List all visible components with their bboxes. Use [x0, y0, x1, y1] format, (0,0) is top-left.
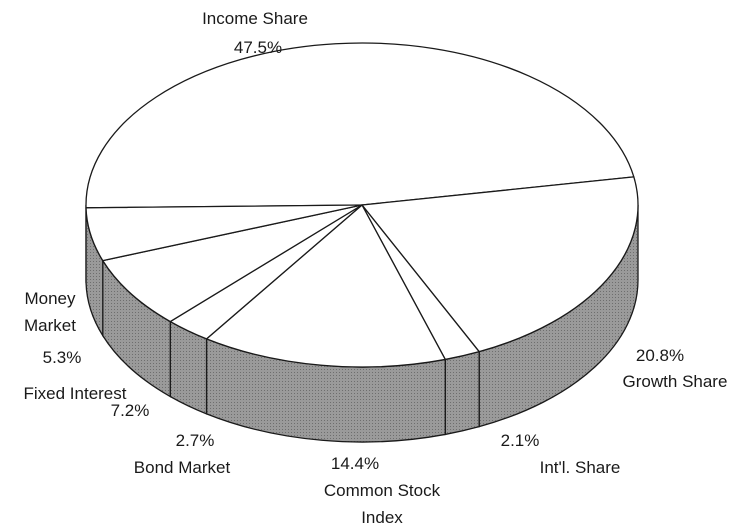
value-label: 47.5%: [233, 38, 283, 57]
slice: [85, 204, 363, 262]
slice-label: Growth Share: [622, 372, 728, 391]
slice-label: Int'l. Share: [539, 458, 621, 477]
value-label: 14.4%: [330, 454, 380, 473]
slice: [205, 204, 446, 368]
value-label: 7.2%: [110, 401, 150, 420]
value-label: 2.7%: [175, 431, 215, 450]
slice-side: [444, 350, 480, 436]
slice-label: Bond Market: [133, 458, 231, 477]
value-label: 20.8%: [635, 346, 685, 365]
slice-label: Money Market: [24, 289, 76, 335]
value-label: 2.1%: [500, 431, 540, 450]
value-label: 5.3%: [42, 348, 82, 367]
slice: [85, 42, 635, 209]
slice-label: Income Share: [202, 9, 308, 28]
slice: [102, 204, 363, 323]
slice: [361, 176, 639, 353]
slice-label: Fixed Interest: [23, 384, 127, 403]
slice-label: Common Stock Index: [323, 481, 441, 526]
